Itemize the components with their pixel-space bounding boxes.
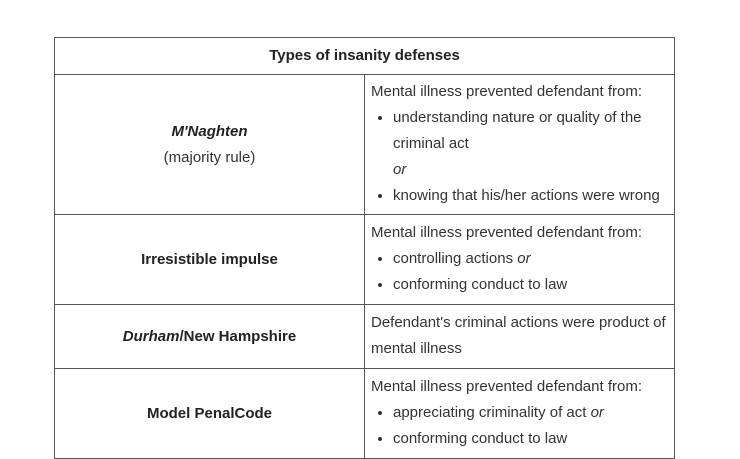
table-row: Irresistible impulse Mental illness prev… — [54, 214, 675, 305]
list-item-conjunction: or — [590, 404, 604, 421]
defense-name-cell: M'Naghten (majority rule) — [54, 74, 365, 215]
description-intro: Mental illness prevented defendant from: — [371, 83, 642, 100]
description-intro: Mental illness prevented defendant from: — [371, 224, 642, 241]
insanity-defenses-table: Types of insanity defenses M'Naghten (ma… — [54, 37, 675, 459]
list-item-text: controlling actions — [393, 250, 514, 267]
description-text: Defendant's criminal actions were produc… — [371, 314, 666, 357]
defense-description-cell: Mental illness prevented defendant from:… — [364, 214, 675, 305]
list-item: appreciating criminality of act or — [393, 400, 668, 426]
table-row: Durham/New Hampshire Defendant's crimina… — [54, 304, 675, 369]
defense-note: (majority rule) — [163, 148, 256, 166]
defense-description-cell: Mental illness prevented defendant from:… — [364, 74, 675, 215]
table-row: Model PenalCode Mental illness prevented… — [54, 368, 675, 459]
defense-name: Model PenalCode — [146, 404, 273, 422]
defense-name-cell: Irresistible impulse — [54, 214, 365, 305]
description-list: appreciating criminality of act or confo… — [371, 400, 668, 452]
list-item: knowing that his/her actions were wrong — [393, 183, 668, 209]
list-item-conjunction: or — [517, 250, 531, 267]
list-item: understanding nature or quality of the c… — [393, 105, 668, 157]
list-connector: or — [393, 161, 407, 178]
defense-name: M'Naghten — [171, 122, 248, 140]
defense-description-cell: Mental illness prevented defendant from:… — [364, 368, 675, 459]
description-list: understanding nature or quality of the c… — [371, 105, 668, 209]
description-list: controlling actions or conforming conduc… — [371, 246, 668, 298]
list-item-text: appreciating criminality of act — [393, 404, 587, 421]
description-intro: Mental illness prevented defendant from: — [371, 378, 642, 395]
list-item: conforming conduct to law — [393, 272, 668, 298]
defense-name-italic: Durham — [122, 327, 180, 345]
list-item: controlling actions or — [393, 246, 668, 272]
list-item: conforming conduct to law — [393, 426, 668, 452]
defense-name-cell: Model PenalCode — [54, 368, 365, 459]
defense-description-cell: Defendant's criminal actions were produc… — [364, 304, 675, 369]
defense-name: Irresistible impulse — [141, 250, 278, 268]
defense-name-cell: Durham/New Hampshire — [54, 304, 365, 369]
defense-name-rest: /New Hampshire — [179, 327, 297, 345]
table-header-row: Types of insanity defenses — [54, 37, 675, 75]
table-row: M'Naghten (majority rule) Mental illness… — [54, 74, 675, 215]
table-title: Types of insanity defenses — [54, 37, 675, 75]
